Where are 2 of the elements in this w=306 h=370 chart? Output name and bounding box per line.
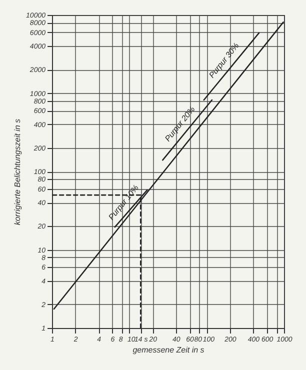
y-axis-title: korrigierte Belichtungszeit in s [13,118,22,226]
x-axis-title: gemessene Zeit in s [132,346,204,354]
